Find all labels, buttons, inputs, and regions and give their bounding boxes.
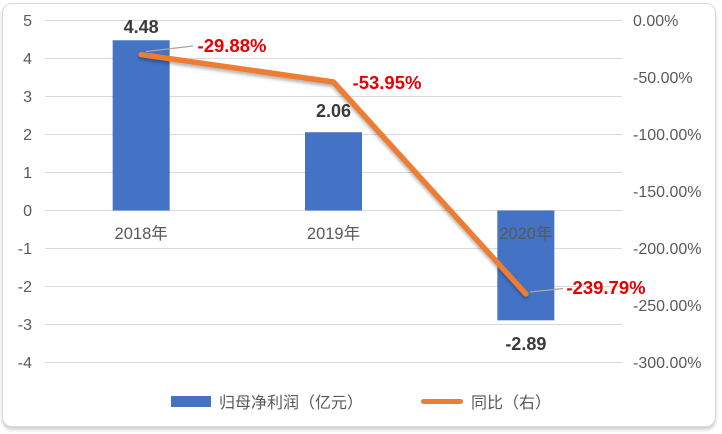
legend-label-yoy: 同比（右） xyxy=(471,395,552,412)
left-axis-tick-label: -2 xyxy=(18,279,32,296)
left-axis-tick-label: 0 xyxy=(23,203,32,220)
category-label: 2020年 xyxy=(499,224,552,243)
legend-item-net-profit: 归母净利润（亿元） xyxy=(170,389,363,413)
line-value-label: -239.79% xyxy=(566,277,645,298)
left-axis-tick-label: 3 xyxy=(23,89,32,106)
bar xyxy=(305,132,362,211)
line-value-label: -53.95% xyxy=(353,72,422,93)
bar-series-swatch xyxy=(170,395,211,407)
bar-value-label: 4.48 xyxy=(124,17,159,37)
leader-line xyxy=(145,45,194,53)
bar xyxy=(112,40,170,211)
line-series-swatch xyxy=(421,398,463,404)
line-series xyxy=(138,51,529,297)
right-axis-tick-label: -250.00% xyxy=(633,298,702,315)
left-axis-tick-label: 5 xyxy=(23,13,32,30)
legend-item-yoy: 同比（右） xyxy=(421,389,551,413)
line-value-label: -29.88% xyxy=(198,35,267,56)
right-axis-tick-label: -200.00% xyxy=(633,241,702,258)
left-axis-tick-label: -1 xyxy=(18,241,32,258)
category-label: 2019年 xyxy=(307,224,360,243)
bar-value-label: 2.06 xyxy=(316,101,351,121)
legend: 归母净利润（亿元） 同比（右） xyxy=(0,389,722,413)
right-axis-tick-label: -300.00% xyxy=(633,355,702,372)
left-axis-tick-label: -3 xyxy=(18,317,32,334)
left-axis-tick-label: 4 xyxy=(23,51,32,68)
bar xyxy=(497,210,555,321)
legend-label-net-profit: 归母净利润（亿元） xyxy=(218,395,363,412)
right-axis-tick-label: -50.00% xyxy=(633,70,693,87)
left-axis-tick-label: 2 xyxy=(23,127,32,144)
leader-line xyxy=(529,287,564,293)
left-axis-tick-label: 1 xyxy=(23,165,32,182)
right-axis-tick-label: -100.00% xyxy=(633,127,702,144)
right-axis-tick-label: 0.00% xyxy=(633,13,678,30)
right-axis-tick-label: -150.00% xyxy=(633,184,702,201)
category-label: 2018年 xyxy=(115,224,168,243)
left-axis-tick-label: -4 xyxy=(18,355,32,372)
bar-value-label: -2.89 xyxy=(505,334,546,354)
